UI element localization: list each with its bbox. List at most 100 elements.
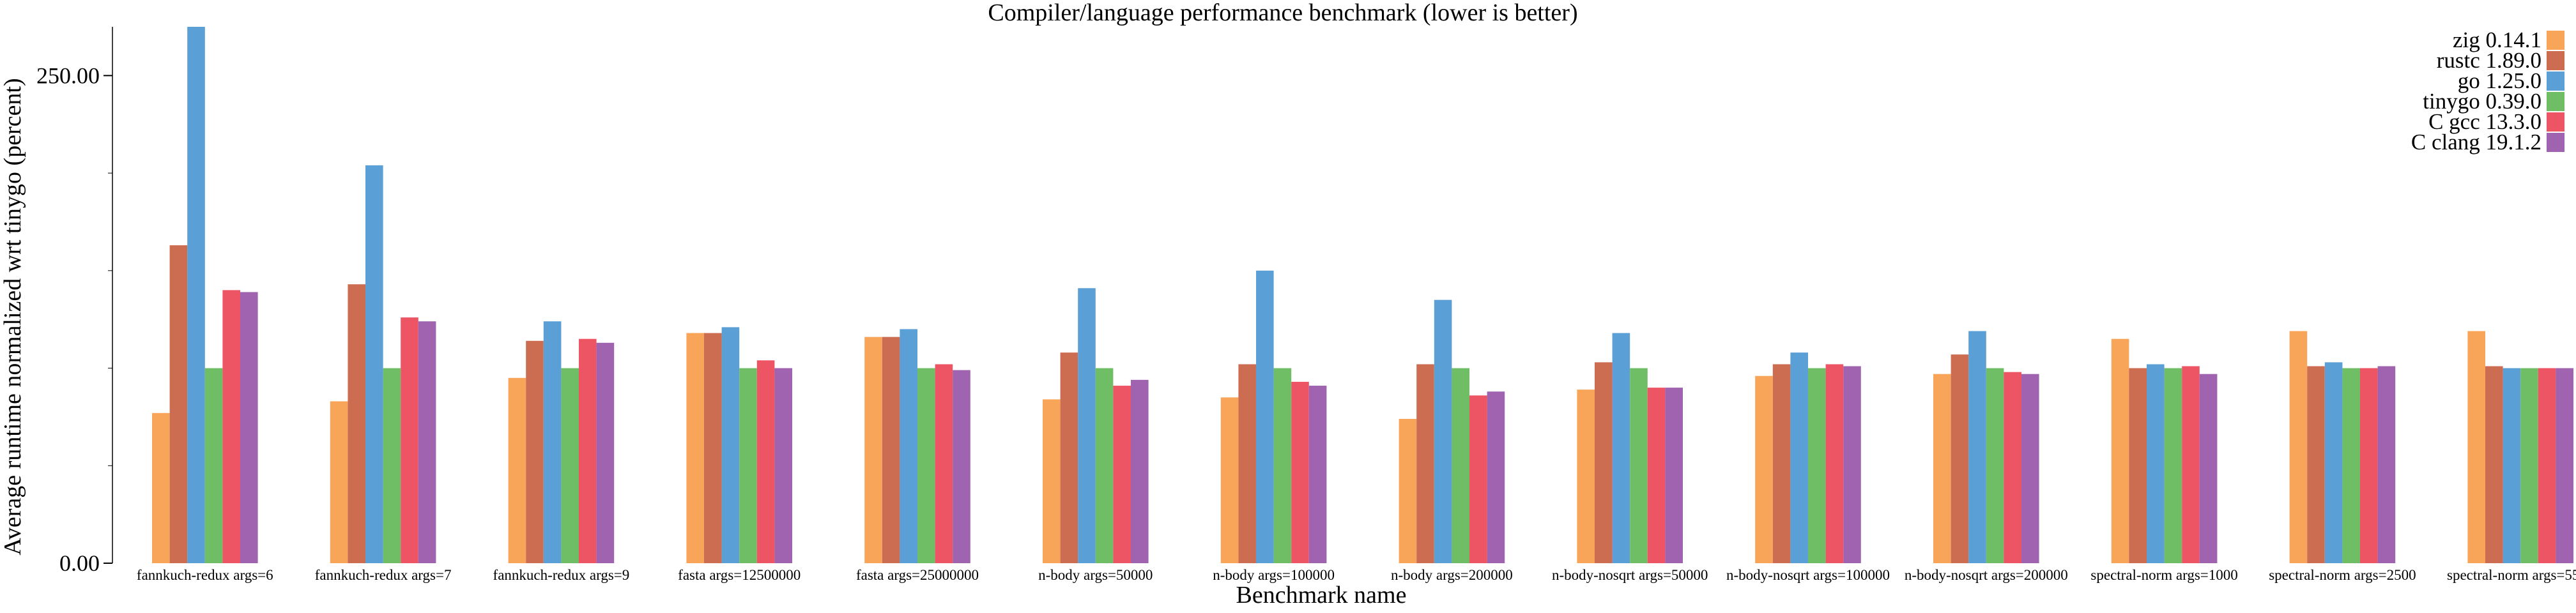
bar xyxy=(2467,331,2485,563)
bar xyxy=(1808,368,1826,563)
bar xyxy=(526,340,544,563)
x-tick-label: fannkuch-redux args=7 xyxy=(315,567,452,583)
bar xyxy=(2520,368,2538,563)
bar xyxy=(1487,391,1505,563)
bar xyxy=(1308,386,1327,563)
bar xyxy=(330,401,348,563)
bars-group xyxy=(152,27,2573,563)
bar xyxy=(1113,386,1131,563)
bar xyxy=(383,368,401,563)
bar xyxy=(1825,364,1844,563)
legend-label: C gcc 13.3.0 xyxy=(2428,109,2542,134)
bar xyxy=(240,292,258,563)
bar xyxy=(1612,333,1630,563)
x-tick-label: spectral-norm args=5500 xyxy=(2447,567,2576,583)
bar xyxy=(222,290,240,563)
bar xyxy=(1968,331,1986,563)
bar xyxy=(1399,418,1417,563)
bar xyxy=(2182,366,2200,563)
x-tick-label: fannkuch-redux args=9 xyxy=(493,567,630,583)
bar xyxy=(1630,368,1648,563)
bar xyxy=(561,368,579,563)
x-tick-label: n-body-nosqrt args=50000 xyxy=(1552,567,1708,583)
bar xyxy=(1434,299,1452,563)
legend-swatch xyxy=(2547,31,2564,50)
bar xyxy=(1755,375,1773,563)
bar xyxy=(365,165,383,563)
bar xyxy=(1452,368,1469,563)
legend-label: go 1.25.0 xyxy=(2458,68,2542,93)
x-tick-label: n-body args=100000 xyxy=(1213,567,1335,583)
y-tick-label: 0.00 xyxy=(59,550,100,576)
bar xyxy=(2147,364,2165,563)
bar xyxy=(1256,270,1274,563)
bar xyxy=(2289,331,2308,563)
bar xyxy=(1843,366,1861,563)
legend-swatch xyxy=(2547,112,2564,132)
bar xyxy=(401,317,418,563)
bar xyxy=(917,368,935,563)
legend-swatch xyxy=(2547,51,2564,70)
bar xyxy=(1595,362,1613,563)
bar xyxy=(2360,368,2378,563)
bar xyxy=(2485,366,2503,563)
bar xyxy=(508,377,526,563)
bar xyxy=(543,321,562,563)
bar xyxy=(686,333,704,563)
bar xyxy=(204,368,223,563)
bar xyxy=(1665,388,1683,563)
bar xyxy=(721,327,740,563)
bar xyxy=(2538,368,2556,563)
bar xyxy=(152,412,170,563)
bar xyxy=(1951,354,1969,563)
legend-label: tinygo 0.39.0 xyxy=(2423,89,2542,114)
x-tick-label: n-body args=50000 xyxy=(1038,567,1153,583)
bar xyxy=(1078,288,1096,563)
y-tick-label: 250.00 xyxy=(36,63,100,88)
bar xyxy=(1790,352,1808,563)
x-tick-label: fannkuch-redux args=6 xyxy=(137,567,273,583)
bar xyxy=(953,370,970,563)
bar xyxy=(2129,368,2147,563)
bar xyxy=(2324,362,2343,563)
bar xyxy=(2199,374,2218,563)
category-labels: fannkuch-redux args=6 fannkuch-redux args… xyxy=(137,567,2576,583)
bar xyxy=(2342,368,2360,563)
bar xyxy=(739,368,757,563)
bar xyxy=(704,333,722,563)
bar xyxy=(1291,381,1309,563)
bar xyxy=(169,245,188,563)
bar xyxy=(882,337,900,563)
x-tick-label: spectral-norm args=1000 xyxy=(2090,567,2237,583)
bar xyxy=(935,364,953,563)
bar xyxy=(1238,364,1256,563)
bar xyxy=(348,284,365,563)
bar xyxy=(2004,372,2021,563)
x-tick-label: fasta args=12500000 xyxy=(678,567,801,583)
x-tick-label: n-body-nosqrt args=200000 xyxy=(1905,567,2068,583)
bar xyxy=(2556,368,2573,563)
bar xyxy=(1060,352,1078,563)
chart-title: Compiler/language performance benchmark … xyxy=(988,0,1578,26)
bar xyxy=(2377,366,2396,563)
bar xyxy=(1095,368,1114,563)
bar xyxy=(1469,395,1487,563)
bar xyxy=(756,360,775,563)
legend-label: zig 0.14.1 xyxy=(2453,27,2542,52)
legend-label: rustc 1.89.0 xyxy=(2437,48,2542,73)
legend-swatch xyxy=(2547,133,2564,152)
legend-swatch xyxy=(2547,92,2564,111)
bar xyxy=(1933,374,1951,563)
bar xyxy=(187,27,205,563)
x-axis-label: Benchmark name xyxy=(1236,582,1407,609)
x-tick-label: n-body-nosqrt args=100000 xyxy=(1726,567,1890,583)
bar xyxy=(1647,388,1666,563)
bar xyxy=(418,321,436,563)
bar xyxy=(2021,374,2039,563)
bar xyxy=(2164,368,2182,563)
bar xyxy=(1416,364,1434,563)
bar xyxy=(1131,379,1149,563)
legend-swatch xyxy=(2547,72,2564,91)
bar xyxy=(2307,366,2325,563)
